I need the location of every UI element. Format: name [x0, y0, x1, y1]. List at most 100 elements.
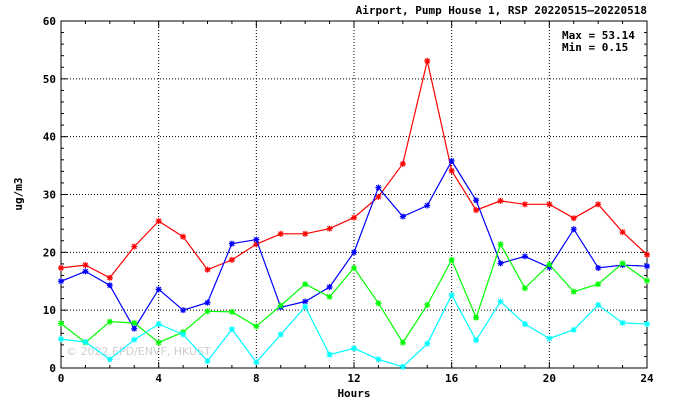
- watermark: © 2022 EPD/ENVF, HKUST: [66, 345, 211, 358]
- data-point: [228, 256, 235, 263]
- data-point: [253, 323, 260, 330]
- data-point: [375, 356, 382, 363]
- series-4: [58, 292, 650, 370]
- data-point: [277, 230, 284, 237]
- data-point: [351, 345, 357, 352]
- data-point: [155, 321, 162, 328]
- y-tick-label: 10: [43, 304, 56, 317]
- data-point: [351, 264, 357, 271]
- data-point: [497, 197, 504, 204]
- data-point: [228, 240, 235, 247]
- data-point: [82, 268, 89, 275]
- data-point: [497, 260, 504, 267]
- y-tick-label: 50: [43, 73, 56, 86]
- data-point: [253, 241, 260, 248]
- data-point: [546, 201, 553, 208]
- data-point: [82, 262, 89, 269]
- data-point: [473, 197, 480, 204]
- data-point: [82, 338, 89, 345]
- data-point: [375, 184, 382, 191]
- data-point: [619, 319, 626, 326]
- data-point: [497, 241, 504, 248]
- data-point: [228, 308, 235, 315]
- data-point: [546, 335, 553, 342]
- x-tick-label: 0: [58, 372, 65, 385]
- data-point: [106, 274, 113, 281]
- y-tick-label: 20: [43, 246, 56, 259]
- data-point: [399, 213, 406, 220]
- data-point: [326, 284, 333, 291]
- data-point: [180, 233, 187, 240]
- data-point: [131, 243, 138, 250]
- data-point: [521, 285, 528, 292]
- data-point: [399, 339, 406, 346]
- data-point: [521, 321, 528, 328]
- data-point: [619, 260, 626, 267]
- chart-title: Airport, Pump House 1, RSP 20220515—2022…: [356, 4, 647, 17]
- series-1: [58, 57, 650, 281]
- chart-labels: Airport, Pump House 1, RSP 20220515—2022…: [12, 4, 647, 400]
- data-point: [351, 249, 357, 256]
- data-point: [277, 331, 284, 338]
- data-point: [106, 356, 113, 363]
- data-point: [375, 300, 382, 307]
- data-point: [253, 236, 260, 243]
- data-point: [644, 251, 650, 258]
- data-point: [570, 288, 577, 295]
- data-point: [204, 266, 211, 273]
- axis-ticks: 0 4 8 12 16 20 24 0 10 20 30 40 50 60: [43, 15, 654, 385]
- data-point: [131, 336, 138, 343]
- data-point: [570, 326, 577, 333]
- x-tick-label: 24: [640, 372, 654, 385]
- x-tick-label: 12: [347, 372, 360, 385]
- data-point: [448, 292, 455, 299]
- data-point: [277, 302, 284, 309]
- y-tick-label: 60: [43, 15, 56, 28]
- data-point: [448, 256, 455, 263]
- data-point: [180, 331, 187, 338]
- data-point: [351, 214, 357, 221]
- series-group: [58, 57, 650, 370]
- x-tick-label: 20: [543, 372, 556, 385]
- grid-lines: [61, 21, 647, 368]
- y-tick-label: 30: [43, 189, 56, 202]
- data-point: [228, 326, 235, 333]
- watermark-group: © 2022 EPD/ENVF, HKUST: [66, 345, 211, 358]
- max-annotation: Max = 53.14: [562, 29, 635, 42]
- data-point: [644, 277, 650, 284]
- data-point: [595, 201, 602, 208]
- data-point: [253, 359, 260, 366]
- data-point: [570, 226, 577, 233]
- data-point: [155, 218, 162, 225]
- data-point: [204, 308, 211, 315]
- data-point: [326, 225, 333, 232]
- data-point: [302, 281, 309, 288]
- y-axis-label: ug/m3: [12, 177, 25, 210]
- data-point: [155, 339, 162, 346]
- data-point: [644, 321, 650, 328]
- x-tick-label: 16: [445, 372, 459, 385]
- y-tick-label: 40: [43, 131, 56, 144]
- data-point: [302, 298, 309, 305]
- data-point: [570, 215, 577, 222]
- data-point: [473, 337, 480, 344]
- data-point: [180, 307, 187, 314]
- data-point: [106, 282, 113, 289]
- y-tick-label: 0: [49, 362, 56, 375]
- data-point: [521, 201, 528, 208]
- data-point: [58, 264, 64, 271]
- data-point: [58, 320, 64, 327]
- data-point: [326, 293, 333, 300]
- data-point: [302, 230, 309, 237]
- data-point: [473, 207, 480, 214]
- data-point: [326, 351, 333, 358]
- data-point: [521, 253, 528, 260]
- x-tick-label: 4: [155, 372, 162, 385]
- data-point: [424, 301, 431, 308]
- data-point: [131, 325, 138, 332]
- min-annotation: Min = 0.15: [562, 41, 628, 54]
- data-point: [204, 299, 211, 306]
- data-point: [58, 278, 64, 285]
- data-point: [595, 264, 602, 271]
- data-point: [424, 202, 431, 209]
